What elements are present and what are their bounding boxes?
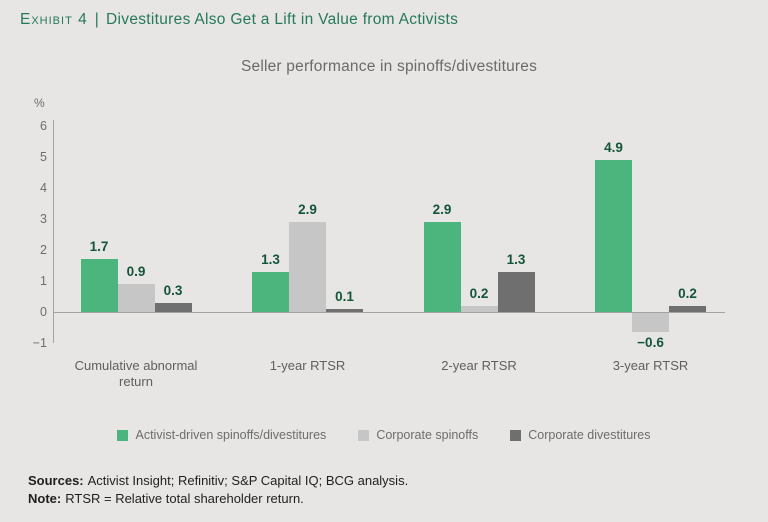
bar-value-label: 0.2 xyxy=(469,285,489,301)
sources-text: Activist Insight; Refinitiv; S&P Capital… xyxy=(87,473,409,488)
bar-series1-group2 xyxy=(252,271,289,312)
legend-item-activist: Activist-driven spinoffs/divestitures xyxy=(117,428,326,442)
y-axis-tick-label: 6 xyxy=(40,119,47,133)
exhibit-title: Exhibit 4 | Divestitures Also Get a Lift i… xyxy=(20,11,458,29)
y-axis-tick-label: 4 xyxy=(40,181,47,195)
legend-item-corporate-spinoffs: Corporate spinoffs xyxy=(358,428,478,442)
legend-swatch-light-gray xyxy=(358,429,370,441)
y-axis-tick-label: 2 xyxy=(40,243,47,257)
chart-legend: Activist-driven spinoffs/divestitures Co… xyxy=(0,428,768,442)
x-axis-zero-line xyxy=(53,312,725,313)
bar-series2-group3 xyxy=(460,305,498,312)
bar-series1-group3 xyxy=(423,222,461,312)
legend-swatch-green xyxy=(117,429,129,441)
bar-series1-group1 xyxy=(80,259,118,312)
bar-series3-group1 xyxy=(154,302,192,312)
y-axis-tick-label: 0 xyxy=(40,305,47,319)
y-axis-tick-label: 1 xyxy=(40,274,47,288)
bar-value-label: 2.9 xyxy=(298,202,317,218)
bar-value-label: 2.9 xyxy=(432,202,452,218)
y-axis-tick-label: 3 xyxy=(40,212,47,226)
sources-line: Sources: Activist Insight; Refinitiv; S&P… xyxy=(28,472,408,490)
title-separator: | xyxy=(94,11,100,28)
bar-value-label: −0.6 xyxy=(637,334,664,350)
x-axis-label: 2-year RTSR xyxy=(441,358,517,373)
legend-item-corporate-divestitures: Corporate divestitures xyxy=(510,428,651,442)
bar-value-label: 0.3 xyxy=(163,282,183,298)
bar-series1-group4 xyxy=(595,160,632,312)
x-axis-label: 1-year RTSR xyxy=(269,358,346,373)
bar-value-label: 1.7 xyxy=(89,239,109,255)
x-axis-label: Cumulative abnormal return xyxy=(74,358,198,389)
legend-swatch-dark-gray xyxy=(510,429,522,441)
note-line: Note: RTSR = Relative total shareholder r… xyxy=(28,490,408,508)
bar-value-label: 1.3 xyxy=(506,251,526,267)
bar-value-label: 1.3 xyxy=(261,251,280,267)
chart-title: Seller performance in spinoffs/divestitu… xyxy=(240,58,538,75)
bar-value-label: 4.9 xyxy=(604,140,623,156)
note-text: RTSR = Relative total shareholder return… xyxy=(65,490,304,506)
legend-label: Corporate divestitures xyxy=(528,428,651,442)
legend-label: Corporate spinoffs xyxy=(376,428,479,442)
bar-value-label: 0.1 xyxy=(335,288,354,304)
bar-value-label: 0.2 xyxy=(678,285,697,301)
y-axis-tick-label: −1 xyxy=(32,336,47,350)
page-title: Divestitures Also Get a Lift in Value fr… xyxy=(106,11,459,28)
y-axis-unit-label: % xyxy=(34,96,45,110)
bar-series3-group3 xyxy=(497,271,535,312)
sources-label: Sources: xyxy=(28,473,84,488)
bar-series2-group1 xyxy=(117,284,155,312)
bar-series3-group4 xyxy=(669,305,706,312)
bar-series3-group2 xyxy=(326,308,363,312)
exhibit-number: Exhibit 4 xyxy=(20,11,88,28)
y-axis-tick-label: 5 xyxy=(40,150,47,164)
note-label: Note: xyxy=(28,490,62,506)
y-axis-line xyxy=(53,120,54,343)
legend-label: Activist-driven spinoffs/divestitures xyxy=(135,428,327,442)
x-axis-label: 3-year RTSR xyxy=(612,358,689,373)
bar-series2-group4 xyxy=(632,313,669,332)
bar-value-label: 0.9 xyxy=(126,264,146,280)
footnotes: Sources: Activist Insight; Refinitiv; S&P… xyxy=(28,472,408,507)
bar-series2-group2 xyxy=(289,222,326,312)
